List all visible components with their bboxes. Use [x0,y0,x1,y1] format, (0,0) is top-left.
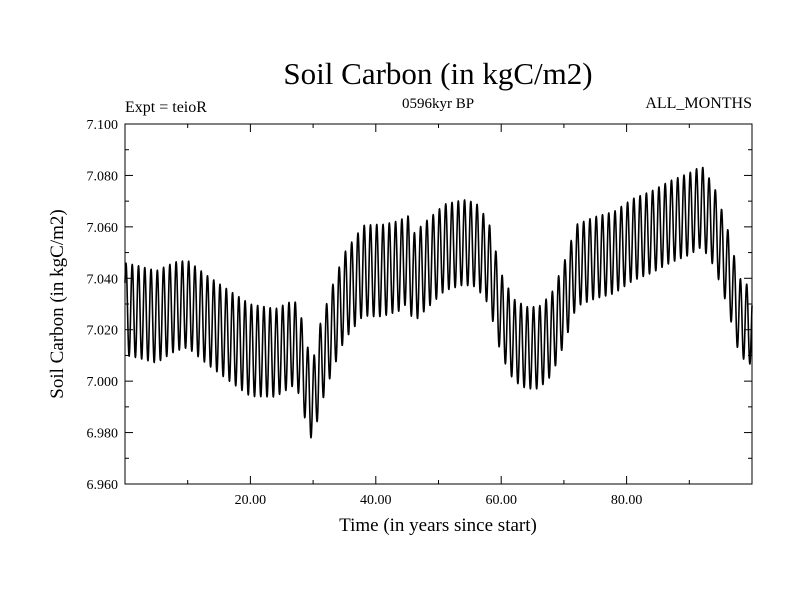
y-tick-label: 7.080 [87,169,119,184]
x-tick-label: 40.00 [360,493,392,508]
y-tick-label: 7.000 [87,375,119,390]
expt-label: Expt = teioR [125,99,207,116]
chart-subtitle: 0596kyr BP [402,96,474,112]
x-axis: 20.00 40.00 60.00 80.00 [187,124,690,508]
series-line [124,166,753,439]
y-tick-label: 7.040 [87,272,119,287]
chart-title: Soil Carbon (in kgC/m2) [283,56,592,91]
x-axis-label: Time (in years since start) [339,515,537,536]
y-axis-label: Soil Carbon (in kgC/m2) [47,209,68,398]
y-axis: 6.960 6.980 7.000 7.020 7.040 7.060 7.080 7.100 [87,118,752,493]
y-tick-label: 6.980 [87,427,119,442]
y-tick-label: 7.020 [87,324,119,339]
y-tick-label: 7.100 [87,118,119,133]
y-tick-label: 6.960 [87,478,119,493]
x-tick-label: 60.00 [485,493,517,508]
y-tick-label: 7.060 [87,221,119,236]
x-tick-label: 80.00 [611,493,643,508]
months-label: ALL_MONTHS [645,95,752,112]
x-tick-label: 20.00 [235,493,267,508]
